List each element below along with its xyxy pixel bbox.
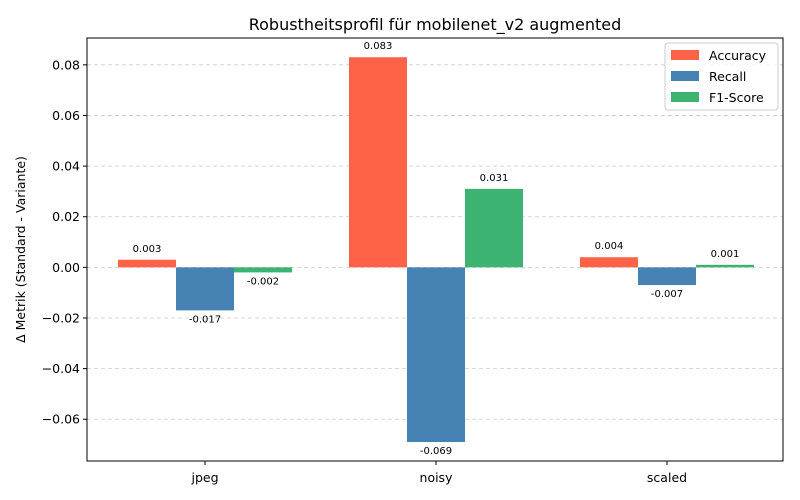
data-label-accuracy-jpeg: 0.003: [133, 244, 162, 255]
data-label-accuracy-scaled: 0.004: [595, 241, 624, 252]
y-axis-ticks: −0.06 −0.04 −0.02 0.00 0.02 0.04 0.06 0.08: [42, 57, 87, 427]
x-tick-label-noisy: noisy: [420, 470, 454, 485]
x-tick-label-scaled: scaled: [647, 470, 687, 485]
data-label-f1-score-scaled: 0.001: [711, 249, 740, 260]
bar-accuracy-noisy: [349, 57, 407, 268]
y-axis-label: Δ Metrik (Standard - Variante): [13, 156, 28, 343]
bar-f1-score-scaled: [696, 264, 754, 268]
data-label-f1-score-jpeg: -0.002: [247, 276, 279, 287]
bars: [118, 57, 754, 443]
bar-f1-score-noisy: [465, 188, 523, 268]
bar-f1-score-jpeg: [234, 267, 292, 273]
data-label-accuracy-noisy: 0.083: [364, 41, 393, 52]
bar-accuracy-scaled: [580, 257, 638, 268]
bar-recall-jpeg: [176, 267, 234, 311]
y-tick-label: −0.04: [42, 361, 80, 376]
bar-accuracy-jpeg: [118, 259, 176, 268]
bar-recall-scaled: [638, 267, 696, 286]
x-axis-ticks: jpeg noisy scaled: [190, 461, 687, 485]
y-tick-label: 0.00: [52, 260, 80, 275]
y-tick-label: −0.02: [42, 310, 80, 325]
legend: Accuracy Recall F1-Score: [664, 42, 779, 111]
y-tick-label: 0.08: [52, 57, 80, 72]
legend-label-f1-score: F1-Score: [709, 90, 764, 105]
y-tick-label: 0.04: [52, 159, 80, 174]
legend-swatch-f1-score: [671, 92, 699, 102]
x-tick-label-jpeg: jpeg: [190, 470, 218, 485]
legend-swatch-accuracy: [671, 50, 699, 60]
data-label-f1-score-noisy: 0.031: [480, 173, 509, 184]
plot-frame: [86, 37, 784, 462]
legend-label-accuracy: Accuracy: [709, 48, 767, 63]
legend-swatch-recall: [671, 71, 699, 81]
data-label-recall-jpeg: -0.017: [189, 314, 221, 325]
legend-label-recall: Recall: [709, 69, 746, 84]
y-tick-label: 0.06: [52, 108, 80, 123]
data-label-recall-scaled: -0.007: [651, 289, 683, 300]
y-tick-label: −0.06: [42, 412, 80, 427]
data-labels: 0.003 0.083 0.004 -0.017 -0.069 -0.007 -0.002 0…: [133, 41, 740, 457]
chart-title: Robustheitsprofil für mobilenet_v2 augme…: [249, 15, 622, 35]
y-tick-label: 0.02: [52, 209, 80, 224]
bar-recall-noisy: [407, 267, 465, 443]
data-label-recall-noisy: -0.069: [420, 446, 452, 457]
